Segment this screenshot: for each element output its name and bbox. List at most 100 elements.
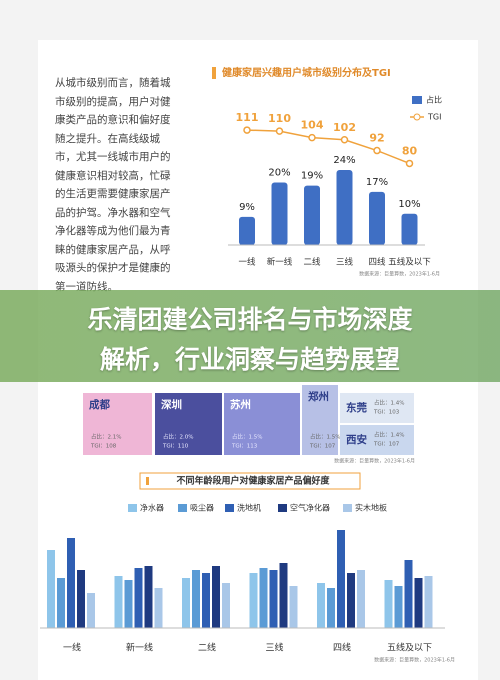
legend-label: 空气净化器 [290,503,330,513]
tgi-label: 111 [236,111,259,124]
bar [271,182,288,245]
bar [222,583,230,628]
tgi-point [405,159,414,168]
data-label: 19% [301,171,323,182]
legend-swatch [128,504,137,512]
legend-label: TGI [427,113,441,122]
tgi-point [340,136,349,144]
share-label: 占比：1.5% [310,433,340,441]
x-tick-label: 一线 [63,642,81,654]
bar [134,568,143,628]
bar [279,563,288,628]
x-tick-label: 四线 [368,257,386,268]
bar [347,573,355,628]
bar [57,578,65,628]
bar [401,213,418,245]
x-tick-label: 三线 [336,257,354,268]
tgi-label: TGI：113 [231,444,258,450]
x-tick-label: 二线 [198,642,216,654]
share-label: 占比：2.0% [163,433,193,441]
bar [154,588,163,628]
share-label: 占比：2.1% [91,433,121,441]
data-label: 20% [268,168,290,179]
legend-label: 洗地机 [237,503,261,513]
bar [67,538,75,628]
bar [182,578,190,628]
bar [239,216,255,245]
x-tick-label: 五线及以下 [388,257,431,268]
treemap-cell [302,385,338,455]
bar [192,570,200,628]
tgi-label: 80 [402,144,418,157]
x-tick-label: 四线 [333,642,351,654]
tgi-label: TGI：110 [162,444,189,450]
tgi-label: 92 [369,132,384,145]
bar [384,580,393,628]
city-name: 西安 [346,433,367,446]
source: 数据来源：巨量算数，2023年1-6月 [374,657,455,664]
treemap-cell [340,393,414,423]
bar [404,560,413,628]
bar [369,191,385,245]
bar [87,593,95,628]
city-name: 东莞 [346,401,367,414]
tgi-point [275,127,284,135]
city-name: 成都 [89,398,110,411]
legend-swatch [225,504,234,512]
treemap-cell [340,425,414,455]
panel [38,40,478,290]
overlay-title: 解析，行业洞察与趋势展望 [99,345,400,374]
bar [336,170,353,245]
treemap-cell [83,393,152,455]
share-label: 占比：1.4% [374,399,404,407]
title-marker [146,477,149,485]
tgi-line [246,129,410,165]
bar [327,588,335,628]
x-tick-label: 三线 [265,642,283,654]
tgi-point [243,126,251,134]
tgi-label: TGI：103 [373,410,400,416]
city-name: 深圳 [161,398,182,411]
city-name: 苏州 [230,398,251,411]
bar [47,550,55,628]
tgi-point [308,133,316,142]
share-label: 占比：1.4% [374,431,404,439]
treemap-cell [224,393,300,455]
tgi-point [373,146,381,155]
bar [394,586,403,628]
x-tick-label: 新一线 [267,257,293,268]
data-label: 17% [366,177,388,188]
legend-swatch [178,504,187,512]
bar [114,576,123,628]
tgi-label: TGI：108 [90,444,117,450]
data-label: 10% [398,199,420,210]
intro-text: 从城市级别而言，随着城市级别的提高，用户对健康类产品的意识和偏好度随之提升。在高… [55,77,171,293]
legend-label: 吸尘器 [190,503,214,513]
bar [317,583,325,628]
bar [337,530,345,628]
tgi-label: TGI：107 [373,442,400,448]
data-label: 9% [239,202,255,213]
chart-title: 健康家居兴趣用户城市级别分布及TGI [222,66,391,79]
bar [249,573,258,628]
bar [124,580,133,628]
tgi-label: 110 [268,112,291,125]
legend-swatch [343,504,352,512]
source: 数据来源：巨量算数，2023年1-6月 [359,271,440,278]
bar [289,586,298,628]
bar [304,185,320,245]
bar [424,576,433,628]
bar [144,566,153,628]
tgi-label: 102 [333,121,356,134]
data-label: 24% [333,155,355,166]
bar [77,570,85,628]
legend-label: 占比 [426,95,442,105]
bar [357,570,365,628]
share-label: 占比：1.5% [232,433,262,441]
source: 数据来源：巨量算数，2023年1-6月 [334,458,415,465]
overlay-title: 乐清团建公司排名与市场深度 [87,305,413,334]
chart-title: 不同年龄段用户对健康家居产品偏好度 [176,475,330,487]
legend-point [413,113,421,121]
